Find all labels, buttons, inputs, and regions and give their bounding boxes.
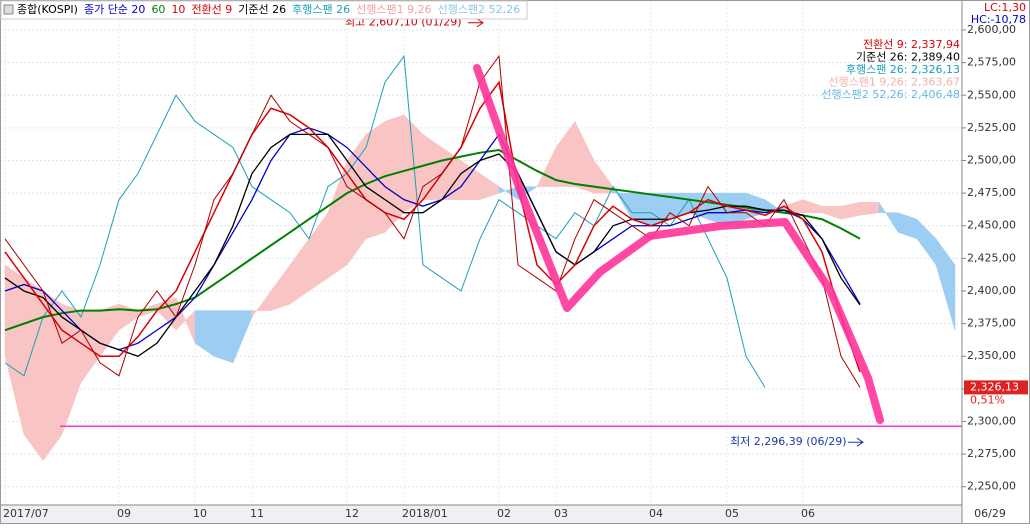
series-line [4,54,861,388]
legend-entry: 종합(KOSPI) [17,3,78,16]
cloud-segment [935,238,956,331]
y-tick-label: 2,350,00 [967,349,1016,362]
plot-area [0,0,962,505]
info-label: 전환선 9: 2,337,94 [863,38,960,51]
x-tick-label: 12 [345,507,359,520]
series-line [4,127,861,351]
x-tick-label: 11 [250,507,264,520]
y-tick-label: 2,550,00 [967,88,1016,101]
price-tag [964,380,1028,395]
series-line [4,133,861,357]
corner-label: LC:1,30 [984,1,1026,14]
info-label: 기준선 26: 2,389,40 [856,51,960,64]
corner-label: HC:-10,78 [971,13,1026,26]
hand-annotation [473,64,884,424]
low-arrow [848,437,864,447]
x-axis-strip [0,505,962,524]
y-tick-label: 2,375,00 [967,317,1016,330]
x-tick-label: 04 [649,507,663,520]
legend-entry: 기준선 26 [238,3,286,16]
y-tick-label: 2,300,00 [967,414,1016,427]
legend-entry: 후행스팬 26 [292,3,350,16]
x-tick-label: 09 [117,507,131,520]
legend-box [0,0,528,20]
cloud-segment [23,277,44,462]
y-tick-label: 2,475,00 [967,186,1016,199]
change-label: 0,51% [970,393,1005,406]
legend-entry: 전환선 9 [191,3,232,16]
y-tick-label: 2,525,00 [967,121,1016,134]
y-tick-label: 2,250,00 [967,480,1016,493]
legend-entry: 종가 단순 20 [84,3,145,16]
legend-entry: 선행스팬2 52,26 [438,3,520,16]
x-tick-label: 2018/01 [402,507,448,520]
info-label: 선행스팬1 9,26: 2,363,67 [828,76,960,89]
low-label: 최저 2,296,39 (06/29) [730,435,847,448]
x-tick-label: 06 [801,507,815,520]
info-label: 후행스팬 26: 2,326,13 [846,63,960,76]
legend-entry: 선행스팬1 9,26 [356,3,431,16]
y-tick-label: 2,575,00 [967,56,1016,69]
price-tag-label: 2,326,13 [970,380,1019,393]
y-tick-label: 2,600,00 [967,23,1016,36]
y-tick-label: 2,425,00 [967,251,1016,264]
y-tick-label: 2,450,00 [967,219,1016,232]
x-tick-label: 03 [554,507,568,520]
info-label: 선행스팬2 52,26: 2,406,48 [821,88,960,101]
series-line [4,80,861,373]
date-label: 06/29 [974,507,1006,520]
legend-icon [3,4,14,15]
legend-entry: 60 [151,3,165,16]
series-line [4,54,766,388]
x-tick-label: 2017/07 [3,507,49,520]
y-tick-label: 2,500,00 [967,154,1016,167]
legend-entry: 10 [171,3,185,16]
x-tick-label: 10 [193,507,207,520]
y-tick-label: 2,400,00 [967,284,1016,297]
y-tick-label: 2,275,00 [967,447,1016,460]
cloud-segment [213,310,234,364]
x-tick-label: 05 [725,507,739,520]
high-arrow [468,18,484,28]
x-tick-label: 02 [497,507,511,520]
